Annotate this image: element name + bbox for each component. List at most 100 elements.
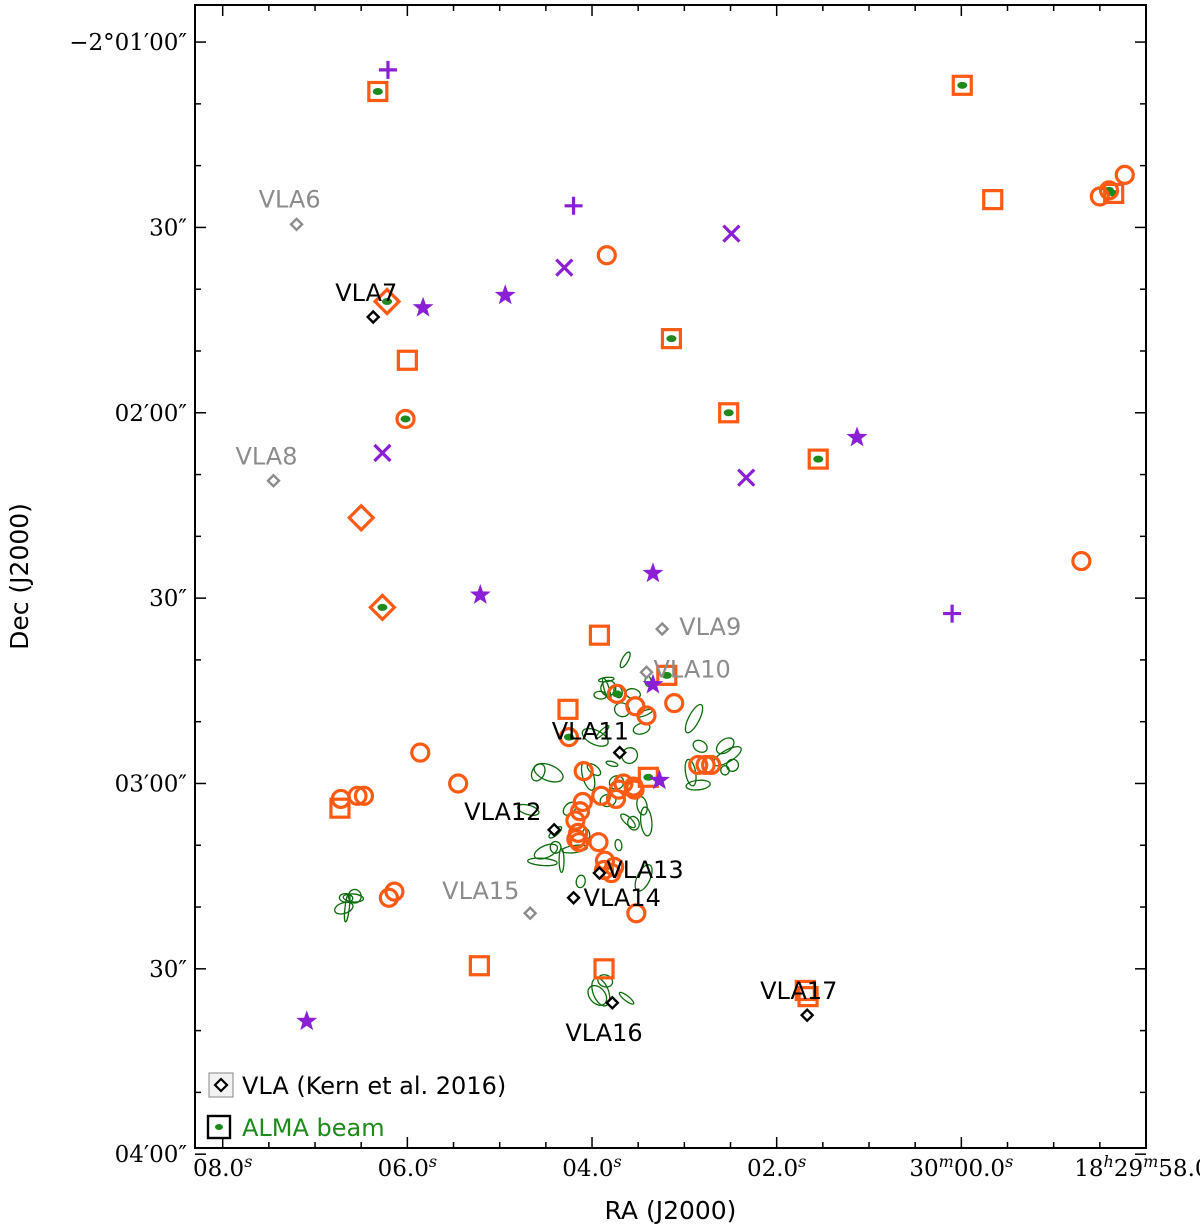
orange-diamond — [372, 287, 402, 316]
x-tick-label: 06.0s — [378, 1152, 437, 1182]
orange-square — [588, 624, 611, 646]
contour — [600, 679, 617, 697]
purple-cross — [373, 443, 392, 463]
contour — [516, 803, 540, 816]
x-tick-label-part: s — [1005, 1152, 1013, 1171]
x-tick-label-part: 30 — [909, 1156, 938, 1182]
x-tick-label: 04.0s — [562, 1152, 621, 1182]
orange-square — [329, 797, 351, 819]
vla-source-label: VLA12 — [464, 798, 541, 826]
orange-circle — [1071, 550, 1092, 572]
vla-source-label: VLA7 — [335, 279, 397, 307]
y-tick-label: 04′00″ — [115, 1142, 188, 1168]
orange-circle — [448, 773, 469, 794]
contour — [634, 864, 653, 892]
alma-blob — [666, 335, 677, 343]
orange-circle — [378, 887, 399, 908]
orange-square — [982, 189, 1004, 211]
vla-source-marker — [365, 309, 381, 325]
purple-star — [642, 673, 664, 694]
vla-source-marker — [266, 473, 281, 488]
contour — [605, 760, 619, 768]
contour — [597, 676, 615, 683]
contour — [530, 763, 546, 782]
contour — [639, 806, 653, 837]
orange-circle — [606, 683, 628, 704]
purple-plus — [378, 60, 397, 79]
contour — [627, 815, 640, 831]
vla-source-marker — [612, 745, 627, 760]
contour — [549, 840, 562, 854]
contour — [619, 651, 631, 669]
x-tick-label-part: 04.0 — [562, 1156, 613, 1182]
x-tick-label-part: 29 — [1114, 1156, 1143, 1182]
orange-diamond — [368, 593, 397, 622]
contour — [575, 874, 586, 889]
y-tick-label: 30″ — [149, 957, 187, 983]
purple-star — [846, 426, 868, 447]
orange-circle — [410, 742, 431, 763]
orange-square — [951, 74, 973, 96]
x-tick-label-part: 58.0 — [1158, 1156, 1200, 1182]
purple-star — [649, 769, 670, 790]
vla-source-label: VLA6 — [259, 185, 321, 213]
orange-circle — [688, 754, 709, 776]
x-tick-label-part: 06.0 — [378, 1156, 429, 1182]
orange-square — [656, 664, 678, 686]
alma-blob — [611, 690, 622, 698]
orange-circle — [353, 785, 375, 806]
orange-circle — [695, 754, 716, 776]
contour — [684, 703, 704, 734]
contour — [595, 725, 610, 740]
orange-circle — [572, 791, 593, 813]
alma-blob — [957, 81, 968, 89]
contour — [692, 739, 708, 753]
purple-star — [494, 284, 516, 305]
purple-plus — [564, 196, 583, 215]
vla-source-marker — [605, 995, 620, 1011]
orange-square — [807, 448, 829, 470]
orange-circle — [625, 696, 646, 717]
y-tick-label: −2°01′00″ — [69, 30, 187, 56]
legend-diamond — [213, 1077, 229, 1093]
vla-source-marker — [639, 665, 654, 680]
orange-square — [718, 402, 740, 424]
y-tick-label: 03′00″ — [115, 771, 188, 797]
purple-star — [469, 584, 491, 604]
contour — [343, 892, 351, 923]
orange-circle — [664, 693, 685, 714]
orange-circle — [591, 785, 612, 806]
purple-star — [412, 296, 434, 317]
contour — [581, 727, 609, 747]
alma-blob — [400, 415, 411, 423]
orange-square — [593, 958, 615, 980]
legend-square — [206, 1114, 232, 1140]
purple-star — [296, 1010, 318, 1031]
purple-cross — [737, 468, 756, 487]
x-tick-label-part: h — [1104, 1152, 1114, 1171]
x-tick-label-part: s — [244, 1152, 252, 1171]
alma-blob — [661, 671, 672, 679]
orange-circle — [1089, 186, 1110, 207]
vla-source-label: VLA15 — [442, 877, 519, 905]
vla-source-label: VLA17 — [760, 977, 837, 1005]
legend: VLA (Kern et al. 2016) ALMA beam — [206, 1072, 506, 1142]
orange-square — [557, 698, 579, 720]
alma-blob — [382, 298, 393, 306]
contour — [347, 888, 362, 904]
orange-circle — [626, 903, 647, 924]
purple-star — [642, 562, 664, 583]
x-tick-label-part: 02.0 — [747, 1156, 798, 1182]
x-tick-label-part: s — [429, 1152, 437, 1171]
orange-square — [794, 979, 816, 1002]
vla-source-label: VLA9 — [679, 613, 741, 641]
orange-square — [660, 328, 683, 350]
y-tick-label: 02′00″ — [115, 401, 188, 427]
purple-plus — [943, 604, 962, 623]
vla-source-marker — [592, 865, 607, 881]
y-tick-label: 30″ — [149, 215, 187, 241]
x-tick-label: 30m00.0s — [909, 1152, 1013, 1182]
legend-label: ALMA beam — [242, 1114, 385, 1142]
x-tick-label: 08.0s — [193, 1152, 252, 1182]
purple-cross — [722, 224, 741, 243]
